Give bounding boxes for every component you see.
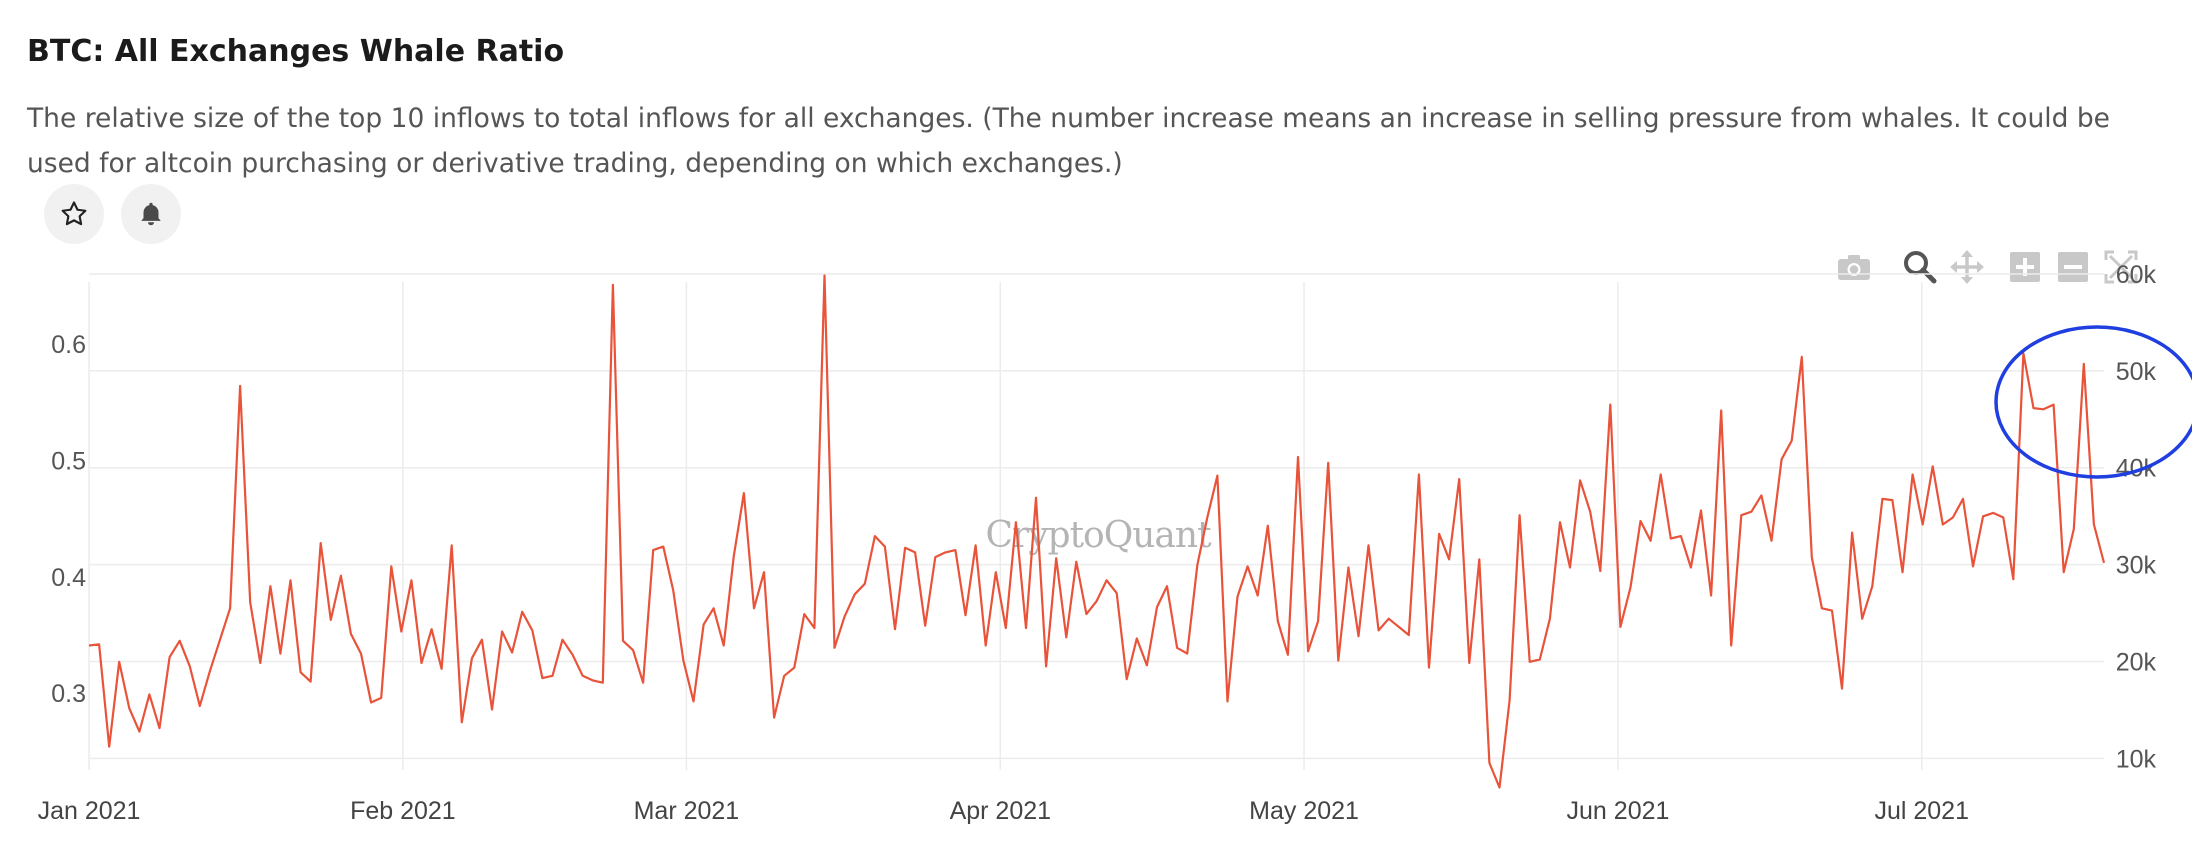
x-tick-label: Jun 2021 [1567, 797, 1670, 825]
favorite-button[interactable] [44, 184, 104, 244]
chart-grid [88, 273, 2104, 770]
x-axis: Jan 2021 Feb 2021 Mar 2021 Apr 2021 May 2021… [38, 797, 1969, 825]
y-tick-label: 0.6 [51, 331, 86, 359]
x-tick-label: Apr 2021 [950, 797, 1051, 825]
highlight-ellipse [1994, 325, 2192, 479]
y2-axis: 10k 20k 30k 40k 50k 60k [2116, 261, 2157, 773]
bell-icon [141, 202, 161, 226]
y2-tick-label: 50k [2116, 358, 2157, 386]
watermark: CryptoQuant [985, 515, 1212, 556]
pan-icon[interactable] [1950, 250, 1984, 288]
page-description: The relative size of the top 10 inflows … [27, 103, 2110, 179]
x-tick-label: Feb 2021 [350, 797, 456, 825]
x-tick-label: Mar 2021 [634, 797, 740, 825]
y2-tick-label: 30k [2116, 552, 2157, 580]
star-icon [61, 201, 87, 226]
y-tick-label: 0.4 [51, 564, 86, 592]
y-tick-label: 0.3 [51, 680, 86, 708]
x-tick-label: Jul 2021 [1874, 797, 1969, 825]
series-line [88, 274, 2106, 789]
y-axis: 0.3 0.4 0.5 0.6 [51, 331, 86, 708]
page-title: BTC: All Exchanges Whale Ratio [27, 34, 565, 69]
camera-icon[interactable] [1837, 253, 1871, 285]
zoom-icon[interactable] [1903, 250, 1937, 288]
y2-tick-label: 20k [2116, 648, 2157, 676]
x-tick-label: Jan 2021 [38, 797, 141, 825]
autoscale-icon[interactable] [2104, 250, 2138, 288]
y2-tick-label: 40k [2116, 455, 2157, 483]
alert-button[interactable] [121, 184, 181, 244]
y2-tick-label: 60k [2116, 261, 2157, 289]
x-tick-label: May 2021 [1249, 797, 1359, 825]
y2-tick-label: 10k [2116, 745, 2157, 773]
y-tick-label: 0.5 [51, 447, 86, 475]
